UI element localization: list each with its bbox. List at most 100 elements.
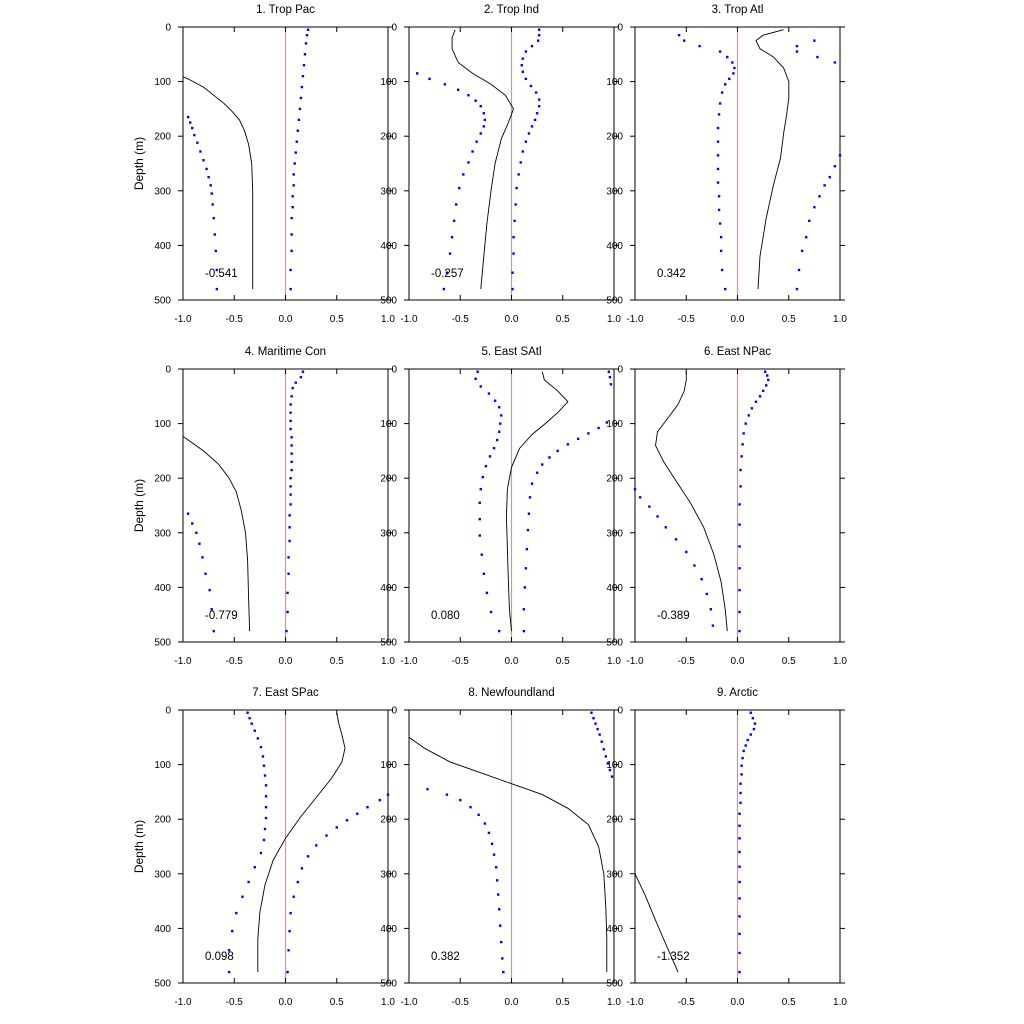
y-tick-label: 400 xyxy=(154,924,171,935)
upper-dotted-profile-point xyxy=(302,64,306,67)
upper-dotted-profile-point xyxy=(291,205,294,209)
panel-value-label: 0.382 xyxy=(431,951,460,963)
upper-dotted-profile-point xyxy=(527,512,531,515)
upper-dotted-profile-point xyxy=(602,748,605,751)
lower-dotted-profile-point xyxy=(724,83,727,86)
upper-dotted-profile-point xyxy=(290,395,293,398)
lower-dotted-profile-point xyxy=(718,50,722,53)
upper-dotted-profile-point xyxy=(514,203,517,206)
upper-dotted-profile-point xyxy=(356,812,359,815)
lower-dotted-profile-point xyxy=(726,55,729,59)
upper-dotted-profile-point xyxy=(530,125,534,128)
solid-profile-line xyxy=(755,29,790,290)
y-tick-label: 0 xyxy=(165,365,171,376)
upper-dotted-profile-point xyxy=(752,727,756,731)
lower-dotted-profile-point xyxy=(484,464,488,468)
y-tick-label: 300 xyxy=(606,186,623,197)
x-tick-label: 1.0 xyxy=(833,656,847,667)
solid-profile-line xyxy=(451,29,514,290)
x-tick-label: -0.5 xyxy=(678,997,696,1008)
y-tick-label: 200 xyxy=(606,815,623,826)
lower-dotted-profile-point xyxy=(481,475,484,479)
lower-dotted-profile-point xyxy=(454,203,458,206)
upper-dotted-profile-point xyxy=(306,28,310,31)
upper-dotted-profile-point xyxy=(288,539,291,543)
lower-dotted-profile-point xyxy=(191,126,194,130)
panel-title: 3. Trop Atl xyxy=(712,4,764,16)
lower-dotted-profile-point xyxy=(677,33,681,37)
lower-dotted-profile-point xyxy=(205,167,208,171)
lower-dotted-profile-point xyxy=(478,517,481,521)
lower-dotted-profile-point xyxy=(476,370,479,373)
x-tick-label: 0.5 xyxy=(330,997,344,1008)
x-tick-label: 0.5 xyxy=(330,656,344,667)
upper-dotted-profile-point xyxy=(290,452,293,455)
panel-title: 2. Trop Ind xyxy=(484,4,539,16)
panel-title: 6. East NPac xyxy=(704,346,771,358)
lower-dotted-profile-point xyxy=(416,72,419,75)
lower-dotted-profile-point xyxy=(490,842,494,845)
lower-dotted-profile-point xyxy=(685,550,688,554)
upper-dotted-profile-point xyxy=(741,756,744,760)
panel-title: 1. Trop Pac xyxy=(256,4,315,16)
x-tick-label: -0.5 xyxy=(452,656,470,667)
lower-dotted-profile-point xyxy=(502,970,505,974)
upper-dotted-profile-point xyxy=(813,205,816,209)
y-tick-label: 400 xyxy=(380,583,397,594)
upper-dotted-profile-point xyxy=(753,722,757,725)
lower-dotted-profile-point xyxy=(457,88,460,91)
upper-dotted-profile-point xyxy=(528,496,532,499)
upper-dotted-profile-point xyxy=(738,837,741,840)
lower-dotted-profile-point xyxy=(479,104,482,108)
lower-dotted-profile-point xyxy=(227,970,231,974)
x-tick-label: 0.0 xyxy=(279,656,293,667)
x-tick-label: 1.0 xyxy=(607,656,621,667)
lower-dotted-profile-point xyxy=(487,831,491,835)
panel-value-label: -0.779 xyxy=(205,610,238,622)
lower-dotted-profile-point xyxy=(500,940,503,944)
upper-dotted-profile-point xyxy=(813,39,816,42)
lower-dotted-profile-point xyxy=(202,159,205,162)
lower-dotted-profile-point xyxy=(719,236,723,239)
y-tick-label: 500 xyxy=(380,296,397,307)
lower-dotted-profile-point xyxy=(213,233,216,236)
lower-dotted-profile-point xyxy=(211,203,214,206)
lower-dotted-profile-point xyxy=(718,222,722,225)
upper-dotted-profile-point xyxy=(535,112,539,115)
upper-dotted-profile-point xyxy=(535,471,539,474)
lower-dotted-profile-point xyxy=(498,406,501,409)
upper-dotted-profile-point xyxy=(761,389,765,393)
lower-dotted-profile-point xyxy=(479,132,482,135)
upper-dotted-profile-point xyxy=(290,436,293,439)
upper-dotted-profile-point xyxy=(521,70,524,73)
x-tick-label: 0.5 xyxy=(330,314,344,325)
y-tick-label: 500 xyxy=(380,638,397,649)
lower-dotted-profile-point xyxy=(195,531,198,534)
lower-dotted-profile-point xyxy=(499,924,502,927)
upper-dotted-profile-point xyxy=(838,154,842,157)
x-tick-label: -1.0 xyxy=(626,656,644,667)
panel-7: 7. East SPac -1.0 -0.5 0.0 0.5 1.0 0 100 200 300 4… xyxy=(132,687,395,1008)
lower-dotted-profile-point xyxy=(482,125,486,128)
lower-dotted-profile-point xyxy=(471,150,474,153)
lower-dotted-profile-point xyxy=(246,711,249,714)
lower-dotted-profile-point xyxy=(474,99,477,102)
x-tick-label: 1.0 xyxy=(833,314,847,325)
lower-dotted-profile-point xyxy=(231,929,234,933)
upper-dotted-profile-point xyxy=(296,129,299,132)
upper-dotted-profile-point xyxy=(833,165,837,168)
lower-dotted-profile-point xyxy=(253,729,256,732)
lower-dotted-profile-point xyxy=(477,813,480,817)
y-tick-label: 500 xyxy=(606,638,623,649)
upper-dotted-profile-point xyxy=(366,805,369,809)
upper-dotted-profile-point xyxy=(797,268,801,272)
upper-dotted-profile-point xyxy=(519,161,522,164)
upper-dotted-profile-point xyxy=(303,53,307,56)
upper-dotted-profile-point xyxy=(289,287,292,291)
lower-dotted-profile-point xyxy=(500,414,503,417)
y-tick-label: 400 xyxy=(380,924,397,935)
y-tick-label: 300 xyxy=(380,186,397,197)
panel-value-label: -0.541 xyxy=(205,268,238,280)
upper-dotted-profile-point xyxy=(289,427,292,431)
